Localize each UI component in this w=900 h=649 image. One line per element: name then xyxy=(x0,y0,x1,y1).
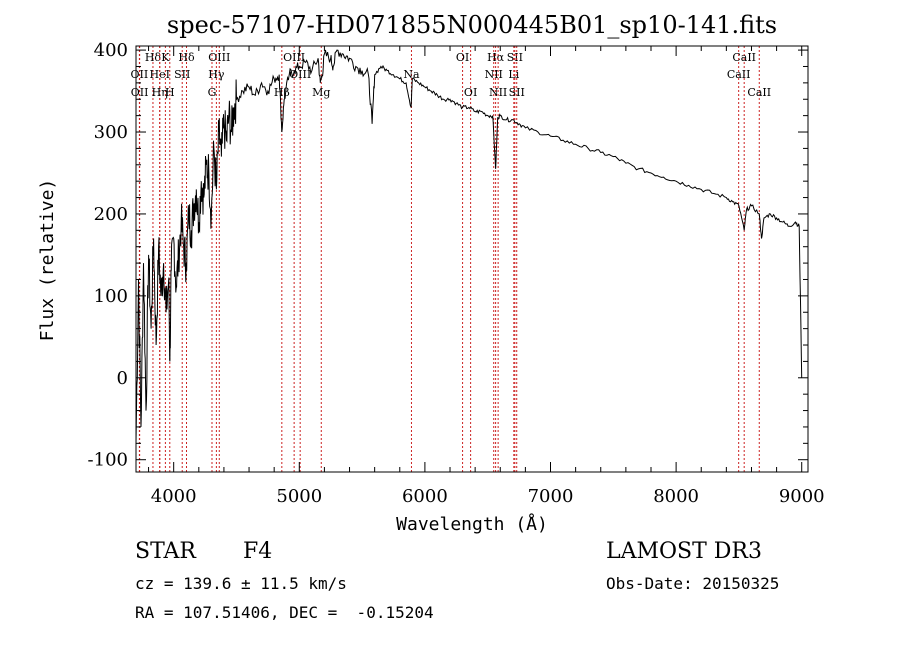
spectral-line-label: OIII xyxy=(208,51,230,64)
spectral-line-label: NII xyxy=(485,68,503,81)
object-subclass: F4 xyxy=(243,539,273,564)
observation-date: Obs-Date: 20150325 xyxy=(606,574,780,593)
x-tick-label: 5000 xyxy=(276,486,322,507)
x-tick-label: 9000 xyxy=(779,486,825,507)
object-class: STAR xyxy=(135,539,196,564)
y-tick-label: -100 xyxy=(88,450,128,471)
spectral-line-label: Na xyxy=(403,68,420,81)
spectral-line-label: Hδ xyxy=(145,51,162,64)
spectral-line-label: Mg xyxy=(312,86,330,99)
spectral-line-label: OI xyxy=(456,51,469,64)
spectral-line-label: CaII xyxy=(747,86,771,99)
spectrum-series-line xyxy=(135,49,803,444)
y-axis: -100 0 100 200 300 400 xyxy=(88,40,808,471)
y-tick-label: 300 xyxy=(94,122,128,143)
spectral-line-label: OI xyxy=(464,86,477,99)
spectral-line-label: SII xyxy=(507,51,523,64)
spectral-line-label: OII xyxy=(131,86,149,99)
spectral-line-label: Hη xyxy=(152,86,168,99)
x-axis: 4000 5000 6000 7000 8000 9000 xyxy=(148,46,825,507)
y-tick-label: 200 xyxy=(94,204,128,225)
x-tick-label: 8000 xyxy=(653,486,699,507)
x-tick-label: 6000 xyxy=(402,486,448,507)
y-tick-label: 0 xyxy=(117,368,128,389)
y-tick-label: 100 xyxy=(94,286,128,307)
survey-label: LAMOST DR3 xyxy=(606,539,762,564)
spectral-line-label: Li xyxy=(508,68,519,81)
spectral-line-label: Hδ xyxy=(178,51,195,64)
spectral-line-label: NII xyxy=(489,86,507,99)
spectral-line-label: CaII xyxy=(732,51,756,64)
redshift-cz: cz = 139.6 ± 11.5 km/s xyxy=(135,574,347,593)
spectral-line-label: OIII xyxy=(283,51,305,64)
spectral-line-label: K xyxy=(161,51,170,64)
spectral-line-label: Hα xyxy=(487,51,505,64)
y-axis-label: Flux (relative) xyxy=(37,179,58,342)
spectral-line-label: SII xyxy=(509,86,525,99)
spectral-line-label: Hγ xyxy=(208,68,225,81)
spectral-line-label: CaII xyxy=(727,68,751,81)
coordinates: RA = 107.51406, DEC = -0.15204 xyxy=(135,603,434,622)
spectral-line-label: H xyxy=(165,86,175,99)
y-tick-label: 400 xyxy=(94,40,128,61)
x-axis-label: Wavelength (Å) xyxy=(396,513,548,535)
spectral-line-label: G xyxy=(208,86,217,99)
x-tick-label: 4000 xyxy=(151,486,197,507)
spectral-line-label: SII xyxy=(174,68,190,81)
plot-frame xyxy=(135,45,809,473)
spectral-line-label: Hβ xyxy=(274,86,290,99)
chart-title: spec-57107-HD071855N000445B01_sp10-141.f… xyxy=(167,11,777,39)
x-tick-label: 7000 xyxy=(528,486,574,507)
